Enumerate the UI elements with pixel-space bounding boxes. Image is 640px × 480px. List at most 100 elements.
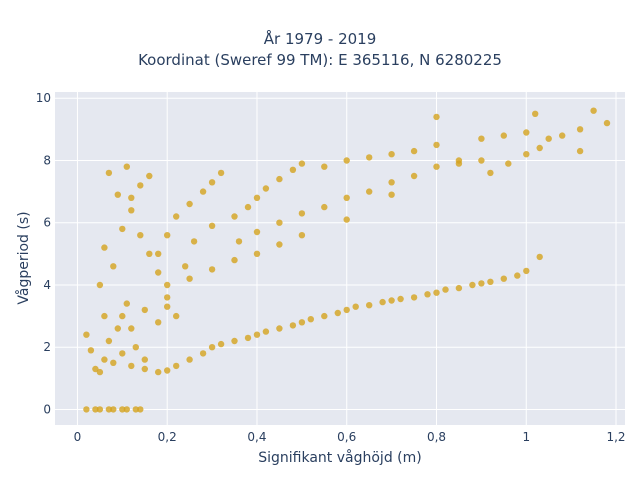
data-point [208,222,216,229]
chart-title-line-2: Koordinat (Sweref 99 TM): E 365116, N 62… [138,51,502,69]
data-point [469,281,476,289]
data-point [487,169,494,177]
data-point [173,362,180,370]
data-point [141,356,148,363]
data-point [478,135,485,142]
data-point [262,185,270,192]
data-point [559,132,566,139]
data-point [410,294,418,301]
data-point [101,356,108,363]
x-tick-label: 1 [522,430,530,444]
data-point [500,275,507,282]
data-point [366,302,373,309]
data-point [128,325,135,332]
data-point [410,172,418,180]
data-point [199,350,207,357]
data-point [186,356,193,363]
data-point [119,350,126,357]
data-point [487,278,494,285]
x-axis-title: Signifikant våghöjd (m) [258,449,421,466]
data-point [514,272,521,279]
x-tick-label: 1,2 [606,430,625,444]
data-point [433,141,440,149]
data-point [298,232,306,239]
data-point [231,213,238,220]
data-point [253,228,261,236]
data-point [321,312,328,320]
data-point [505,160,512,167]
data-point [132,344,139,351]
data-point [442,286,449,293]
data-point [603,119,611,127]
x-tick-label: 0,4 [247,430,266,444]
data-point [119,312,126,320]
data-point [190,238,198,245]
data-point [307,316,314,323]
data-point [182,263,189,270]
x-tick-label: 0,6 [337,430,356,444]
data-point [123,406,130,413]
data-point [410,147,418,155]
data-point [110,406,117,413]
data-point [119,406,126,413]
y-tick-label: 6 [43,216,51,230]
data-point [576,126,584,133]
data-point [128,362,135,370]
data-point [500,132,507,139]
data-point [208,266,216,273]
data-point [536,253,543,261]
data-point [590,107,597,114]
data-point [433,289,440,296]
data-point [141,365,148,373]
plot-area [55,92,625,425]
data-point [137,232,144,239]
data-point [186,200,193,208]
data-point [114,325,122,332]
data-point [128,207,135,214]
data-point [137,182,144,189]
data-point [343,216,350,223]
data-point [87,347,95,354]
data-point [388,151,395,158]
data-point [96,406,104,413]
data-point [276,219,283,226]
x-axis-ticks: 0 0,2 0,4 0,6 0,8 1 1,2 [74,430,626,444]
data-point [433,113,440,121]
y-tick-label: 10 [36,91,51,105]
data-point [101,244,108,251]
data-point [231,256,238,264]
data-point [83,331,90,338]
data-point [123,163,130,170]
data-point [114,191,122,198]
data-point [388,179,395,186]
data-point [433,163,440,170]
data-point [96,281,104,289]
data-point [388,191,395,198]
y-tick-label: 4 [43,278,51,292]
data-point [298,160,306,167]
y-axis-ticks: 0 2 4 6 8 10 [36,91,51,416]
data-point [545,135,552,142]
data-point [132,406,139,413]
data-point [343,157,350,164]
data-point [101,312,108,320]
data-point [235,238,243,245]
data-point [186,275,193,282]
data-point [532,110,539,118]
grid-lines [55,92,625,425]
data-point [276,241,283,248]
data-point [208,344,216,351]
data-point [164,232,171,239]
data-point [141,306,148,314]
data-point [155,269,162,276]
data-point [155,368,162,376]
data-point [321,163,328,170]
data-point [253,250,261,257]
data-point [289,166,297,173]
data-point [105,169,113,177]
data-point [110,263,117,270]
data-point [366,188,373,195]
chart-title-line-1: År 1979 - 2019 [263,30,377,48]
data-point [424,291,431,298]
data-point [146,250,153,257]
